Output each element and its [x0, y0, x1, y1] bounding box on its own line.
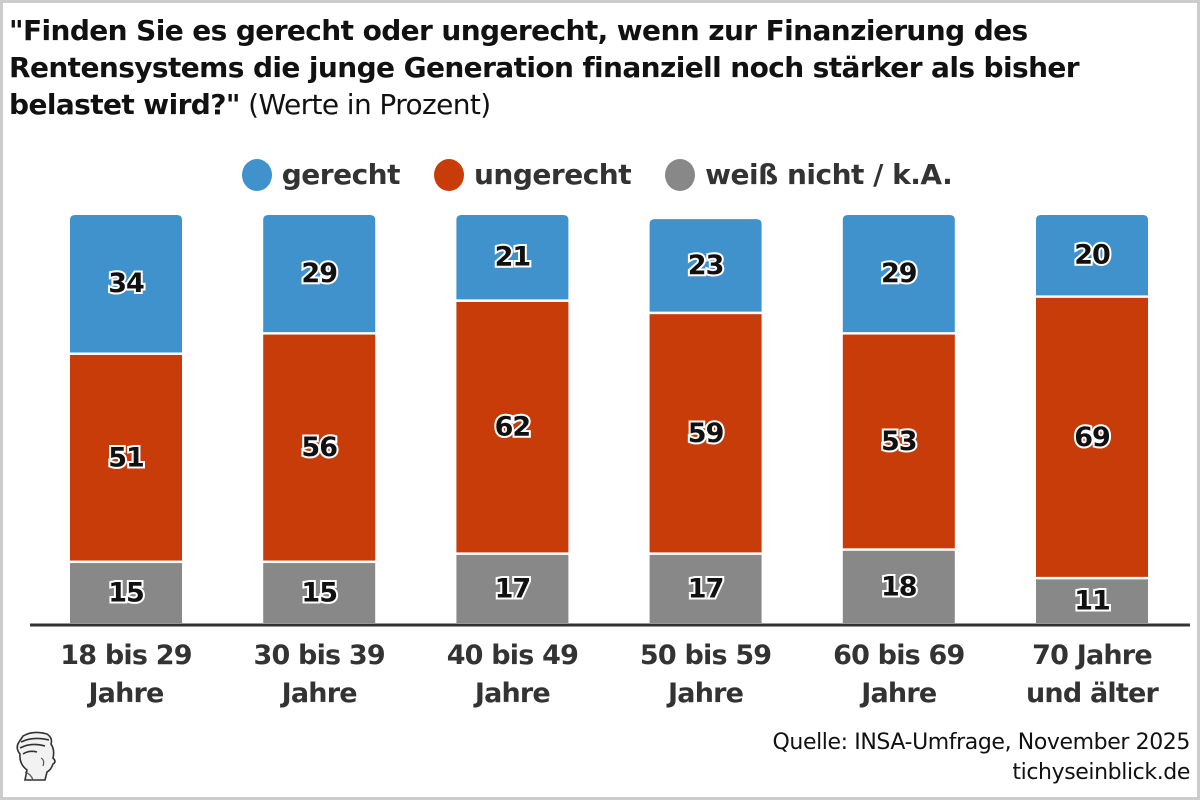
legend-item-gerecht: gerecht — [241, 158, 401, 191]
legend-label-ungerecht: ungerecht — [474, 158, 632, 191]
bar-segment-weiss-nicht-k-a-3 — [456, 554, 569, 623]
data-label-weiss-nicht-k-a-4: 17 — [688, 573, 724, 604]
data-label-ungerecht-3: 62 — [495, 412, 531, 443]
bar-segment-weiss-nicht-k-a-2 — [263, 563, 376, 623]
category-label-3-line-2: Jahre — [473, 678, 550, 709]
bar-segment-weiss-nicht-k-a-1 — [70, 563, 182, 623]
data-label-gerecht-6: 20 — [1074, 240, 1110, 271]
bars-group: 15 51 34 15 56 29 17 62 21 17 59 23 18 53 29 11 69 20 — [70, 215, 1148, 623]
data-label-ungerecht-2: 56 — [301, 432, 337, 463]
bar-segment-gerecht-3 — [456, 215, 569, 300]
bar-segment-ungerecht-5 — [842, 334, 955, 549]
category-label-3-line-1: 40 bis 49 — [447, 640, 578, 671]
category-label-1-line-2: Jahre — [86, 678, 163, 709]
legend-item-ungerecht: ungerecht — [434, 158, 632, 191]
data-label-ungerecht-4: 59 — [688, 418, 724, 449]
bar-segment-gerecht-5 — [842, 215, 955, 333]
data-label-weiss-nicht-k-a-5: 18 — [881, 571, 917, 602]
data-label-gerecht-4: 23 — [688, 250, 724, 281]
category-label-5-line-2: Jahre — [859, 678, 936, 709]
bar-segment-ungerecht-3 — [456, 301, 569, 553]
legend-item-weiss-nicht: weiß nicht / k.A. — [665, 158, 953, 191]
bar-segment-ungerecht-2 — [263, 334, 376, 561]
data-label-ungerecht-5: 53 — [881, 426, 917, 457]
data-label-ungerecht-6: 69 — [1074, 422, 1110, 453]
legend-swatch-weiss-nicht — [665, 158, 696, 191]
source-line: Quelle: INSA-Umfrage, November 2025 — [772, 730, 1190, 755]
legend-swatch-gerecht — [241, 158, 272, 191]
legend: gerecht ungerecht weiß nicht / k.A. — [0, 158, 1194, 191]
chart-frame — [3, 3, 1197, 797]
bar-segment-ungerecht-1 — [70, 354, 182, 561]
bar-segment-ungerecht-6 — [1036, 297, 1148, 577]
bar-segment-weiss-nicht-k-a-4 — [649, 554, 762, 623]
bar-segment-weiss-nicht-k-a-6 — [1036, 579, 1148, 623]
source-credit: Quelle: INSA-Umfrage, November 2025 tich… — [772, 728, 1190, 788]
bar-segment-weiss-nicht-k-a-5 — [842, 550, 955, 623]
category-labels-group: 18 bis 29 Jahre 30 bis 39 Jahre 40 bis 49 Jah… — [60, 640, 1160, 709]
title-unit: (Werte in Prozent) — [248, 88, 491, 121]
data-label-weiss-nicht-k-a-3: 17 — [495, 573, 531, 604]
legend-swatch-ungerecht — [434, 158, 464, 191]
data-label-weiss-nicht-k-a-6: 11 — [1074, 586, 1110, 617]
data-label-weiss-nicht-k-a-1: 15 — [108, 578, 144, 609]
bar-segment-gerecht-6 — [1036, 215, 1148, 296]
category-label-6-line-2: und älter — [1026, 678, 1159, 709]
bar-segment-gerecht-1 — [70, 215, 182, 353]
data-label-ungerecht-1: 51 — [108, 442, 144, 473]
data-label-gerecht-1: 34 — [108, 268, 144, 299]
data-label-gerecht-5: 29 — [881, 258, 917, 289]
data-label-gerecht-2: 29 — [301, 258, 337, 289]
title-question: "Finden Sie es gerecht oder ungerecht, w… — [9, 14, 1080, 121]
bar-segment-gerecht-4 — [649, 219, 762, 312]
chart-title: "Finden Sie es gerecht oder ungerecht, w… — [9, 12, 1189, 123]
bar-segment-gerecht-2 — [263, 215, 376, 333]
category-label-2-line-2: Jahre — [280, 678, 357, 709]
category-label-5-line-1: 60 bis 69 — [833, 640, 964, 671]
category-label-4-line-1: 50 bis 59 — [640, 640, 771, 671]
category-label-6-line-1: 70 Jahre — [1032, 640, 1152, 671]
legend-label-weiss-nicht: weiß nicht / k.A. — [705, 158, 953, 191]
data-label-gerecht-3: 21 — [495, 242, 531, 273]
category-label-2-line-1: 30 bis 39 — [253, 640, 384, 671]
category-label-1-line-1: 18 bis 29 — [60, 640, 191, 671]
website-line: tichyseinblick.de — [1012, 760, 1190, 785]
hermes-head-logo-icon — [16, 731, 56, 781]
data-label-weiss-nicht-k-a-2: 15 — [301, 578, 337, 609]
category-label-4-line-2: Jahre — [666, 678, 743, 709]
legend-label-gerecht: gerecht — [281, 158, 401, 191]
bar-segment-ungerecht-4 — [649, 314, 762, 553]
